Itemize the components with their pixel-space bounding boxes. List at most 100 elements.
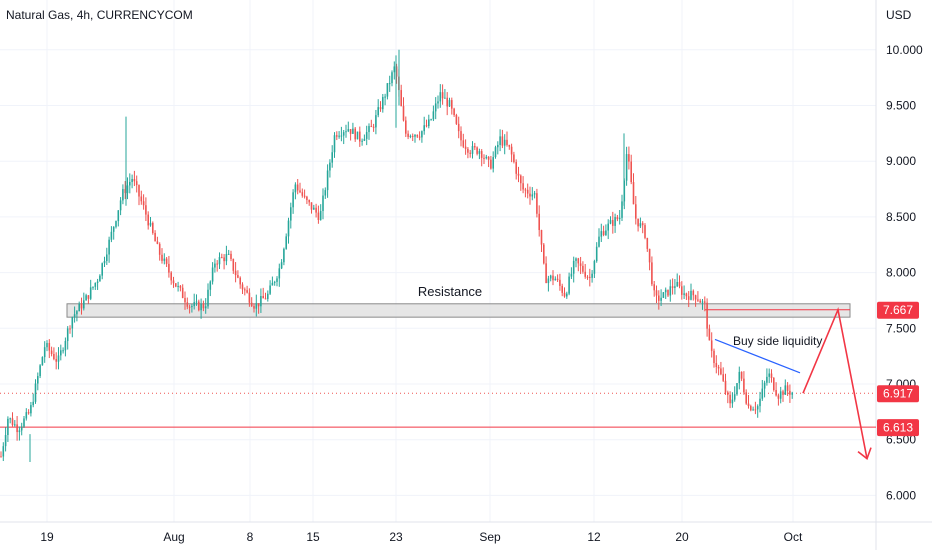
projection-path (802, 306, 868, 459)
candle-body (200, 303, 202, 311)
candle-body (41, 357, 44, 366)
candle-body (204, 306, 207, 309)
candle-body (591, 273, 593, 278)
candle-body (568, 276, 570, 294)
candle-body (262, 296, 264, 299)
candle-body (225, 254, 228, 262)
price-badge-label: 6.917 (883, 387, 913, 401)
x-tick-label: 8 (247, 530, 254, 544)
time-axis[interactable]: 19 Aug 8 15 23 Sep 12 20 Oct (40, 530, 803, 544)
candle-body (115, 221, 117, 227)
candle-body (430, 119, 432, 121)
y-tick-label: 9.000 (886, 154, 916, 168)
candle-body (474, 146, 476, 148)
candle-body (506, 139, 508, 145)
candle-body (313, 207, 315, 210)
candle-body (66, 328, 69, 342)
candle-body (18, 430, 21, 433)
candles (0, 49, 793, 462)
candle-body (315, 207, 317, 213)
candle-body (690, 290, 692, 300)
candle-body (706, 302, 708, 329)
candle-body (117, 210, 120, 222)
candle-body (25, 412, 28, 419)
candle-body (593, 261, 596, 274)
candle-body (400, 90, 402, 107)
candle-body (306, 196, 308, 201)
candle-body (674, 286, 676, 288)
candle-body (678, 281, 681, 287)
candle-body (308, 200, 310, 203)
candle-body (356, 131, 359, 140)
candle-body (416, 134, 419, 137)
candle-body (326, 170, 329, 191)
candle-body (359, 131, 361, 142)
candle-body (333, 135, 336, 153)
candle-body (386, 83, 389, 97)
candle-body (759, 398, 761, 407)
price-badge-6917: 6.917 (877, 385, 919, 403)
candle-body (301, 192, 304, 196)
candle-body (517, 173, 520, 176)
candle-body (727, 392, 729, 395)
candle-body (694, 295, 697, 300)
candle-body (708, 328, 711, 341)
candle-body (179, 285, 182, 288)
candle-body (227, 253, 230, 255)
candle-body (257, 303, 260, 307)
candle-body (283, 248, 285, 263)
candle-body (616, 217, 619, 220)
candle-body (529, 193, 531, 197)
candle-body (586, 276, 589, 278)
candle-body (501, 136, 504, 146)
y-tick-label: 6.000 (886, 488, 916, 502)
x-tick-label: 19 (40, 530, 54, 544)
candle-body (175, 283, 177, 287)
candle-body (621, 201, 623, 218)
candle-body (628, 154, 630, 162)
candle-body (27, 412, 30, 414)
candle-body (80, 303, 83, 309)
candle-body (538, 213, 540, 231)
candle-body (119, 200, 122, 211)
candle-body (457, 123, 460, 132)
candle-body (273, 281, 276, 283)
candle-body (267, 293, 269, 299)
candle-body (181, 287, 184, 298)
candle-body (370, 126, 373, 128)
candle-body (55, 359, 57, 362)
candle-body (644, 225, 646, 238)
candle-body (469, 152, 471, 154)
candle-body (96, 281, 99, 283)
candle-body (319, 210, 322, 220)
candle-body (549, 275, 552, 279)
candle-body (432, 111, 435, 120)
candle-body (724, 380, 727, 393)
candle-body (60, 350, 62, 356)
candle-body (276, 278, 278, 282)
candle-body (340, 135, 343, 137)
candle-body (354, 128, 356, 140)
candle-body (30, 405, 32, 414)
candle-body (687, 296, 690, 300)
candle-body (462, 140, 465, 147)
candle-body (184, 297, 186, 303)
candle-body (522, 183, 524, 190)
candle-body (94, 282, 97, 287)
candle-body (559, 279, 561, 286)
candle-body (405, 120, 407, 134)
candle-body (713, 350, 715, 364)
candle-body (418, 136, 421, 138)
candle-body (563, 292, 566, 297)
candle-body (513, 154, 515, 163)
candle-body (207, 289, 209, 307)
candle-body (133, 179, 136, 182)
candle-body (533, 193, 536, 195)
candle-body (425, 125, 428, 127)
candle-body (50, 350, 53, 354)
candle-body (342, 132, 345, 136)
candle-body (552, 275, 554, 281)
x-tick-label: 23 (389, 530, 403, 544)
candle-body (209, 281, 212, 290)
